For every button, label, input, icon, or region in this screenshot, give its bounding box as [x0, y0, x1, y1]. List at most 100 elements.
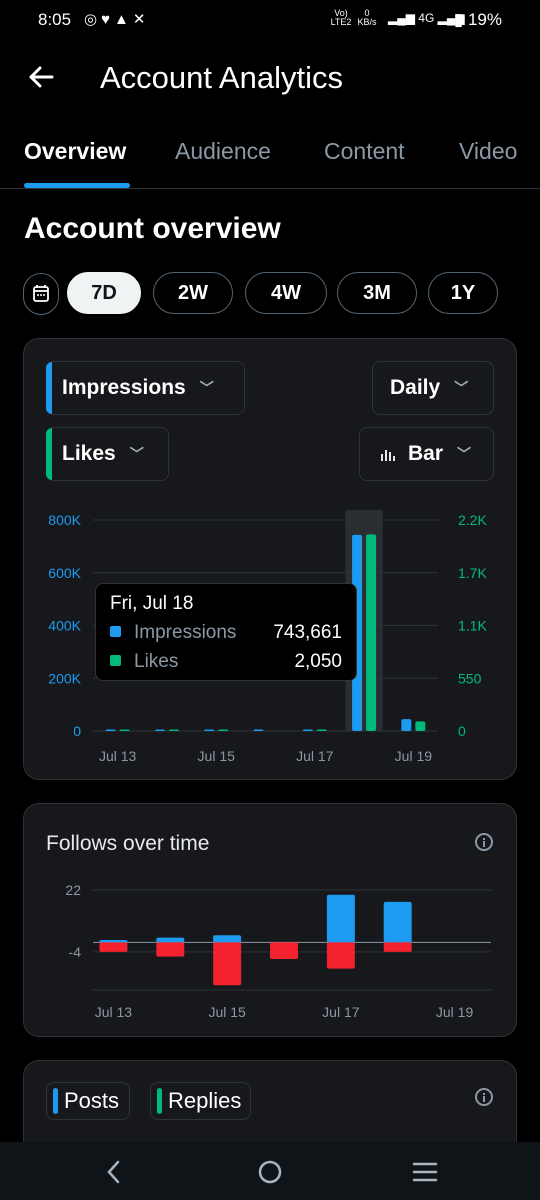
- x-tick-label: Jul 19: [436, 1004, 474, 1020]
- follows-lost-bar: [213, 942, 242, 986]
- tab-video[interactable]: Video: [459, 138, 518, 164]
- metric1-selector[interactable]: Impressions ﹀: [46, 361, 245, 415]
- y-left-tick-label: 600K: [48, 565, 81, 581]
- replies-color-bar: [157, 1088, 162, 1114]
- metric2-color-bar: [46, 428, 52, 480]
- chart-type-label: Bar: [408, 442, 444, 465]
- tab-content[interactable]: Content: [324, 138, 405, 164]
- page-title: Account Analytics: [100, 60, 343, 95]
- battery-icon: ▮: [453, 10, 464, 29]
- follows-chart: 22 -4 Jul 13 Jul 15 Jul 17 Jul 19: [65, 882, 491, 1020]
- chevron-down-icon: ﹀: [129, 446, 144, 462]
- x-tick-label: Jul 15: [198, 748, 236, 764]
- nav-menu-icon[interactable]: [412, 1161, 438, 1183]
- follows-gained-bar: [156, 937, 185, 943]
- range-4w[interactable]: 4W: [245, 272, 327, 314]
- impressions-bar: [302, 729, 313, 731]
- follows-card-title: Follows over time: [46, 832, 210, 855]
- nav-back-icon[interactable]: [104, 1160, 124, 1184]
- tab-audience[interactable]: Audience: [175, 138, 271, 164]
- chart-type-selector[interactable]: Bar ﹀: [359, 427, 494, 481]
- tab-divider: [0, 188, 540, 189]
- x-tick-label: Jul 17: [296, 748, 334, 764]
- nav-home-icon[interactable]: [257, 1159, 283, 1185]
- range-2w[interactable]: 2W: [153, 272, 233, 314]
- battery-level: 19%: [467, 10, 502, 29]
- follows-lost-bar: [99, 942, 128, 952]
- info-icon[interactable]: [475, 1088, 493, 1106]
- posts-chip-label: Posts: [64, 1088, 120, 1113]
- y-tick-label: 22: [65, 882, 81, 898]
- likes-bar: [218, 729, 229, 731]
- likes-bar: [316, 729, 327, 731]
- tooltip-impressions-swatch: [110, 626, 121, 637]
- follows-gained-bar: [213, 935, 242, 943]
- y-right-tick-label: 1.1K: [458, 618, 487, 634]
- y-left-tick-label: 0: [73, 723, 81, 739]
- follows-lost-bar: [270, 942, 298, 960]
- status-time: 8:05: [38, 10, 72, 29]
- tab-overview[interactable]: Overview: [24, 138, 127, 164]
- chevron-down-icon: ﹀: [454, 380, 469, 396]
- chart-tooltip: Fri, Jul 18 Impressions 743,661 Likes 2,…: [95, 583, 357, 681]
- notification-icons: ◎♥▲✕: [84, 10, 149, 28]
- battery: ▮ 19%: [454, 10, 502, 30]
- metric1-color-bar: [46, 362, 52, 414]
- data-speed: 0 KB/s: [357, 8, 377, 27]
- calendar-icon: [33, 285, 49, 302]
- impressions-bar: [154, 729, 165, 731]
- y-right-tick-label: 1.7K: [458, 565, 487, 581]
- y-left-tick-label: 200K: [48, 670, 81, 686]
- y-right-tick-label: 550: [458, 670, 482, 686]
- back-arrow-icon[interactable]: [26, 62, 56, 92]
- follows-card: [23, 803, 517, 1037]
- follows-lost-bar: [156, 942, 185, 957]
- likes-bar: [168, 729, 179, 731]
- x-tick-label: Jul 13: [99, 748, 137, 764]
- tooltip-likes-label: Likes: [134, 651, 179, 672]
- missed-call-icon: ✕: [132, 11, 150, 28]
- metric2-selector[interactable]: Likes ﹀: [46, 427, 169, 481]
- impressions-bar: [204, 729, 215, 731]
- volte-indicator: Vo) LTE2: [330, 8, 352, 27]
- interval-selector[interactable]: Daily ﹀: [372, 361, 494, 415]
- likes-bar: [119, 729, 130, 731]
- x-tick-label: Jul 15: [208, 1004, 246, 1020]
- y-left-tick-label: 800K: [48, 512, 81, 528]
- follows-gained-bar: [99, 940, 128, 943]
- posts-chip[interactable]: Posts: [46, 1082, 130, 1120]
- follows-gained-bar: [326, 894, 355, 943]
- y-left-tick-label: 400K: [48, 618, 81, 634]
- impressions-bar: [401, 719, 412, 731]
- y-right-tick-label: 0: [458, 723, 466, 739]
- follows-lost-bar: [383, 942, 412, 952]
- section-title: Account overview: [24, 212, 281, 245]
- impressions-bar: [105, 729, 116, 731]
- range-1y[interactable]: 1Y: [428, 272, 498, 314]
- whatsapp-icon: ◎: [84, 11, 102, 28]
- system-nav-bar: [0, 1142, 540, 1200]
- likes-bar: [366, 534, 377, 731]
- network-type: 4G: [418, 11, 435, 25]
- heart-icon: ♥: [101, 11, 114, 28]
- bell-icon: ▲: [114, 11, 133, 28]
- status-bar: 8:05 ◎♥▲✕ Vo) LTE2 0 KB/s ▂▄▆ 4G ▂▄▆ ▮ 1…: [0, 0, 540, 40]
- follows-gained-bar: [383, 901, 412, 943]
- signal-icon: ▂▄▆ 4G ▂▄▆: [388, 11, 465, 25]
- info-icon[interactable]: [475, 833, 493, 851]
- range-3m[interactable]: 3M: [337, 272, 417, 314]
- x-tick-label: Jul 13: [95, 1004, 133, 1020]
- tooltip-impressions-label: Impressions: [134, 622, 237, 643]
- active-tab-indicator: [24, 183, 130, 188]
- replies-chip-label: Replies: [168, 1088, 242, 1113]
- replies-chip[interactable]: Replies: [150, 1082, 251, 1120]
- posts-color-bar: [53, 1088, 58, 1114]
- tooltip-date: Fri, Jul 18: [110, 593, 194, 614]
- chevron-down-icon: ﹀: [457, 446, 472, 462]
- calendar-button[interactable]: [23, 273, 59, 315]
- follows-lost-bar: [326, 942, 355, 969]
- range-7d[interactable]: 7D: [67, 272, 141, 314]
- chevron-down-icon: ﹀: [199, 380, 214, 396]
- metric1-label: Impressions: [62, 376, 186, 399]
- x-tick-label: Jul 19: [395, 748, 433, 764]
